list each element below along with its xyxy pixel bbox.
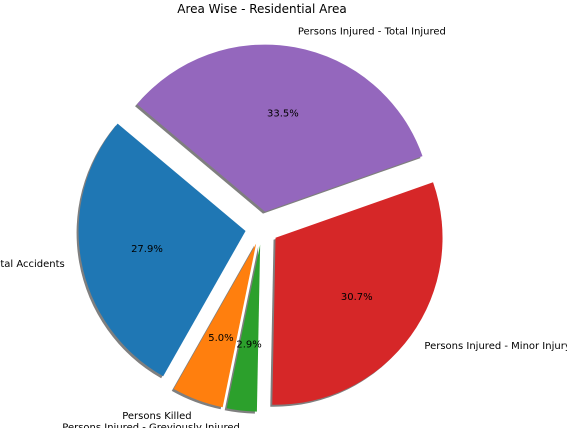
wedge-persons-killed <box>173 243 257 408</box>
percent-label-persons-injured-total-injured: 33.5% <box>267 108 299 119</box>
slice-label-total-accidents: Total Accidents <box>0 259 65 270</box>
wedge-persons-injured-total-injured <box>137 44 423 212</box>
wedge-persons-injured-minor-injury <box>272 182 443 405</box>
percent-label-total-accidents: 27.9% <box>131 244 163 255</box>
slice-label-persons-injured-total-injured: Persons Injured - Total Injured <box>298 26 446 37</box>
chart-title: Area Wise - Residential Area <box>177 2 347 16</box>
wedge-total-accidents <box>78 123 246 377</box>
percent-label-persons-injured-minor-injury: 30.7% <box>341 292 373 303</box>
percent-label-persons-injured-greviously-injured: 2.9% <box>236 340 261 351</box>
percent-label-persons-killed: 5.0% <box>208 333 233 344</box>
slice-label-persons-injured-greviously-injured: Persons Injured - Greviously Injured <box>62 423 240 428</box>
slice-label-persons-killed: Persons Killed <box>122 411 191 422</box>
wedge-persons-injured-greviously-injured <box>226 244 261 412</box>
slice-label-persons-injured-minor-injury: Persons Injured - Minor Injury <box>424 341 567 352</box>
